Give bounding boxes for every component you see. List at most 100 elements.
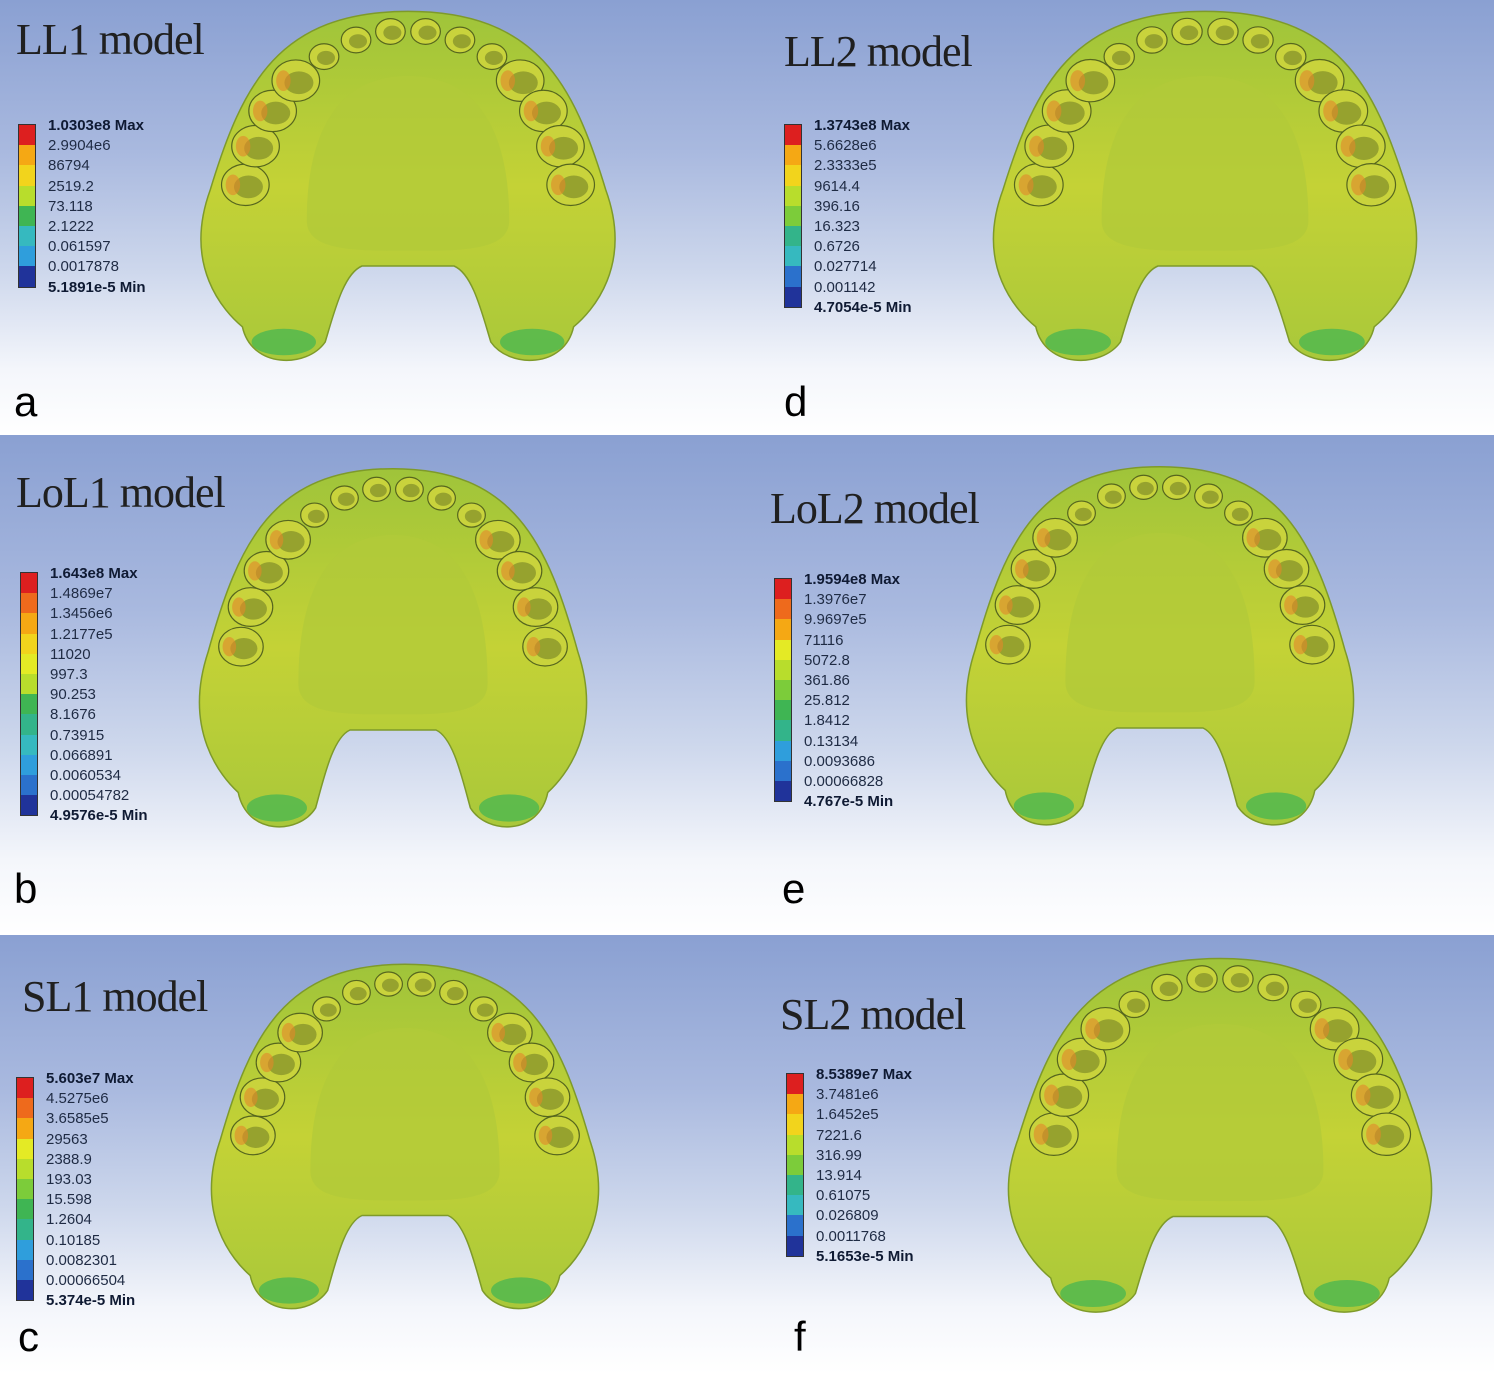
legend-label: 0.066891 [50, 746, 113, 764]
tooth-shadow [1042, 1124, 1072, 1148]
legend-swatch [21, 633, 37, 654]
palate [310, 1028, 500, 1201]
stress-hotspot [1015, 559, 1029, 579]
legend-swatch [775, 579, 791, 600]
legend-label: 997.3 [50, 666, 88, 683]
panel-letter: c [18, 1313, 39, 1360]
legend-label: 7221.6 [816, 1126, 862, 1144]
legend-swatch [775, 659, 791, 680]
legend-swatch [775, 639, 791, 660]
stress-hotspot [513, 1052, 527, 1073]
tooth-shadow [1346, 1049, 1377, 1074]
legend-swatch [775, 679, 791, 701]
legend-color-bar [20, 572, 38, 817]
tooth-shadow [244, 136, 274, 160]
stress-hotspot [269, 530, 284, 550]
tooth-shadow [1307, 71, 1338, 95]
legend-swatch [787, 1094, 803, 1115]
tooth-shadow [348, 34, 368, 49]
legend-label: 0.00066504 [46, 1272, 126, 1289]
stress-hotspot [1061, 1048, 1077, 1070]
stress-hotspot [989, 634, 1004, 655]
tooth-shadow [242, 1126, 270, 1148]
legend-swatch [17, 1138, 33, 1159]
tooth-shadow [284, 71, 314, 95]
tooth-shadow [524, 598, 552, 620]
stress-hotspot [1351, 174, 1366, 196]
tooth-shadow [349, 987, 367, 1001]
legend-label: 4.5275e6 [46, 1090, 109, 1108]
panel-f: SL2 model 8.5389e7 Max 3.7481e6 1.6452e5 72… [760, 935, 1494, 1374]
legend-label: 361.86 [804, 672, 850, 689]
tooth-shadow [1215, 25, 1235, 41]
tooth-shadow [1111, 50, 1131, 66]
stress-hotspot [235, 135, 251, 157]
legend-swatch [19, 185, 35, 206]
low-stress-region [251, 328, 316, 356]
low-stress-region [500, 328, 565, 356]
legend-label: 2.3333e5 [814, 157, 877, 175]
panel-letter: d [784, 378, 808, 425]
low-stress-region [1314, 1280, 1380, 1307]
legend-label: 316.99 [816, 1146, 862, 1164]
tooth-shadow [1291, 596, 1319, 618]
tooth-shadow [251, 1088, 279, 1110]
tooth-shadow [383, 25, 402, 40]
legend-swatch [17, 1219, 33, 1240]
tooth-shadow [1136, 481, 1154, 496]
legend-color-bar [18, 124, 36, 288]
palate [1065, 533, 1255, 713]
legend-label: 4.9576e-5 Min [50, 807, 148, 825]
legend-swatch [21, 673, 37, 695]
legend-label: 1.3976e7 [804, 591, 867, 609]
stress-hotspot [538, 1125, 553, 1146]
stress-hotspot [1323, 100, 1339, 122]
stress-hotspot [999, 595, 1013, 615]
tooth-shadow [418, 25, 437, 40]
legend-swatch [17, 1259, 33, 1280]
stress-hotspot [1268, 559, 1282, 579]
legend-swatch [19, 205, 35, 226]
legend-swatch [775, 780, 791, 802]
legend-swatch [775, 720, 791, 741]
panel-title: SL1 model [22, 972, 208, 1021]
tooth-shadow [1126, 998, 1146, 1013]
tooth-shadow [261, 101, 291, 125]
stress-hotspot [479, 530, 494, 550]
legend-label: 5.1653e-5 Min [816, 1247, 914, 1265]
tooth-shadow [1231, 507, 1249, 521]
tooth-shadow [289, 1023, 317, 1046]
legend-color-bar [16, 1077, 34, 1302]
tooth-shadow [534, 637, 562, 660]
legend-swatch [17, 1158, 33, 1179]
tooth-shadow [531, 101, 561, 125]
tooth-shadow [1055, 101, 1085, 125]
tooth-shadow [307, 509, 325, 523]
tooth-shadow [446, 987, 464, 1001]
low-stress-region [1299, 328, 1365, 356]
legend-label: 0.13134 [804, 732, 859, 750]
legend-label: 0.0017878 [48, 258, 119, 276]
stress-hotspot [1018, 174, 1034, 196]
tooth-shadow [381, 978, 399, 992]
stress-hotspot [1355, 1084, 1371, 1106]
tooth-shadow [476, 1003, 494, 1017]
maxilla-model-image [210, 963, 600, 1310]
legend-label: 0.0060534 [50, 767, 121, 784]
legend-label: 0.00066828 [804, 773, 884, 790]
legend-swatch [787, 1195, 803, 1216]
tooth-shadow [484, 50, 503, 65]
stress-hotspot [248, 561, 262, 581]
tooth-shadow [1331, 101, 1362, 125]
tooth-shadow [230, 637, 258, 660]
tooth-shadow [536, 1088, 564, 1110]
tooth-shadow [316, 50, 335, 65]
tooth-shadow [1070, 1049, 1100, 1074]
legend-swatch [21, 714, 37, 735]
low-stress-region [1045, 328, 1111, 356]
stress-hotspot [1246, 528, 1261, 548]
legend-swatch [785, 185, 801, 206]
legend-label: 11020 [50, 645, 91, 663]
legend-swatch [21, 653, 37, 674]
tooth-shadow [487, 531, 515, 553]
